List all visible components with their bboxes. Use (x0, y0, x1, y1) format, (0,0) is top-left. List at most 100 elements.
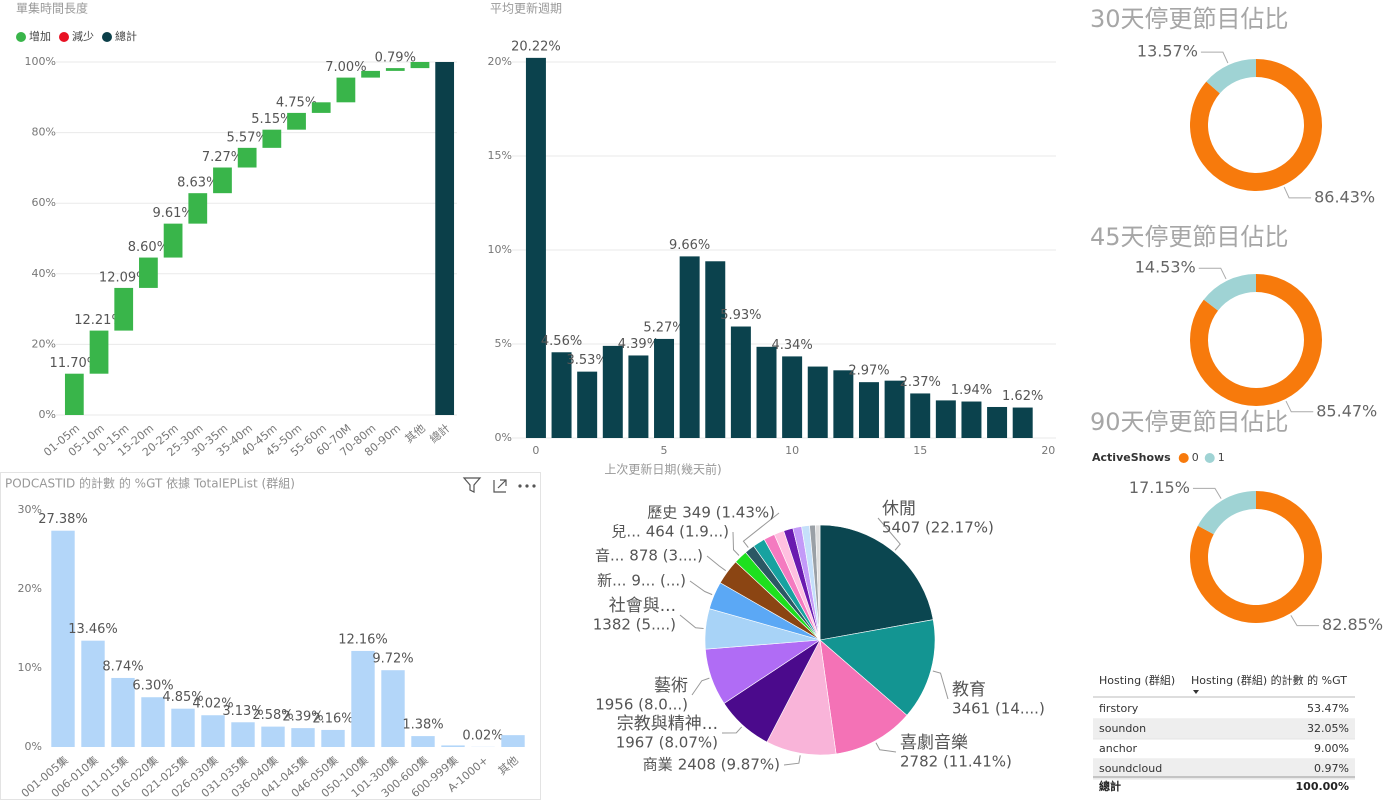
bar (782, 356, 803, 438)
legend-label: 1 (1218, 451, 1225, 464)
data-label: 1.62% (1002, 389, 1043, 404)
category-label: 藝術 (654, 676, 688, 696)
bar (807, 366, 828, 438)
leader-line (706, 555, 727, 572)
waterfall-bar (410, 62, 430, 69)
waterfall-bar (237, 147, 257, 168)
more-icon[interactable] (532, 484, 536, 488)
data-label: 4.56% (541, 334, 582, 349)
x-tick-label: 其他 (403, 422, 428, 446)
bar (987, 406, 1008, 438)
waterfall-bar (213, 167, 232, 194)
y-tick-label: 30% (18, 503, 42, 516)
legend-label: 總計 (115, 29, 137, 43)
sort-arrow[interactable] (1193, 690, 1199, 694)
data-label: 5.57% (227, 130, 268, 145)
donut-slice (1197, 491, 1256, 535)
bar (833, 370, 854, 438)
data-label: 2.97% (848, 364, 889, 379)
category-label: 社會與... (609, 596, 676, 616)
table-header: Hosting (群組) 的計數 的 %GT (1191, 673, 1347, 687)
bar (730, 326, 751, 438)
data-label: 8.60% (128, 240, 169, 255)
chart-title: 45天停更節目佔比 (1090, 223, 1289, 251)
legend-marker (1204, 453, 1215, 463)
y-tick-label: 5% (495, 337, 512, 350)
data-label: 7.00% (325, 60, 366, 75)
bar (351, 650, 375, 747)
waterfall-bar (385, 68, 405, 71)
bar (705, 261, 726, 438)
visual-header-icons[interactable] (462, 477, 536, 493)
leader-line (932, 670, 949, 700)
leader-line (1283, 186, 1312, 199)
leader-line (691, 677, 710, 696)
bar (679, 256, 700, 438)
leader-line (1290, 615, 1320, 627)
bar (231, 722, 255, 747)
y-tick-label: 40% (32, 267, 56, 280)
data-label: 82.85% (1322, 615, 1383, 634)
data-label: 6.30% (132, 679, 173, 694)
bar (884, 380, 905, 438)
donut-slice (1203, 274, 1256, 311)
data-label: 349 (1.43%) (682, 504, 775, 522)
chart-title: PODCASTID 的計數 的 %GT 依據 TotalEPList (群組) (5, 476, 295, 491)
data-label: 2.37% (900, 375, 941, 390)
data-label: 4.34% (771, 338, 812, 353)
leader-line (721, 726, 743, 734)
focus-icon[interactable] (493, 479, 507, 493)
bar (935, 400, 956, 438)
pie-slice (815, 524, 821, 641)
bar (910, 393, 931, 438)
table-cell: soundcloud (1099, 762, 1162, 775)
data-label: 0.79% (375, 51, 416, 66)
data-label: 1956 (8.0...) (595, 696, 688, 714)
leader-line (1200, 51, 1229, 64)
data-label: 1.38% (402, 718, 443, 733)
x-tick-label: 5 (661, 444, 668, 457)
data-label: 8.63% (177, 176, 218, 191)
chart-title: 平均更新週期 (490, 1, 562, 16)
data-label: 9... (...) (631, 572, 686, 590)
bar (525, 57, 546, 438)
data-label: 12.09% (99, 270, 149, 285)
table-cell: anchor (1099, 742, 1137, 755)
data-label: 1967 (8.07%) (616, 734, 718, 752)
leader-line (783, 755, 801, 766)
leader-line (877, 517, 901, 551)
y-tick-label: 0% (39, 408, 56, 421)
table-cell: 53.47% (1307, 702, 1349, 715)
legend-label: 0 (1192, 451, 1199, 464)
waterfall-bar (89, 330, 109, 374)
table-total: 總計 (1099, 779, 1121, 793)
table-cell: 9.00% (1314, 742, 1349, 755)
pie-slice (819, 639, 908, 755)
data-label: 86.43% (1314, 187, 1375, 206)
data-label: 9.72% (372, 652, 413, 667)
y-tick-label: 10% (488, 243, 512, 256)
data-label: 0.02% (462, 728, 503, 743)
data-label: 13.57% (1137, 42, 1198, 61)
data-label: 9.61% (152, 206, 193, 221)
legend-label: 增加 (29, 29, 51, 43)
table-cell: 0.97% (1314, 762, 1349, 775)
more-icon[interactable] (518, 484, 522, 488)
category-label: 教育 (952, 680, 986, 700)
data-label: 878 (3....) (629, 547, 703, 565)
chart-title: 30天停更節目佔比 (1090, 5, 1289, 33)
leader-line (1285, 400, 1314, 413)
data-label: 85.47% (1316, 401, 1377, 420)
data-label: 4.85% (162, 690, 203, 705)
data-label: 2.58% (252, 708, 293, 723)
waterfall-bar (287, 112, 306, 130)
x-tick-label: 10 (785, 444, 799, 457)
y-tick-label: 10% (18, 661, 42, 674)
waterfall-bar (361, 70, 380, 78)
filter-icon[interactable] (462, 477, 482, 493)
category-label: 新... (597, 572, 626, 590)
data-label: 9.66% (669, 238, 710, 253)
data-label: 2.39% (282, 710, 323, 725)
waterfall-bar (336, 77, 356, 103)
more-icon[interactable] (525, 484, 529, 488)
